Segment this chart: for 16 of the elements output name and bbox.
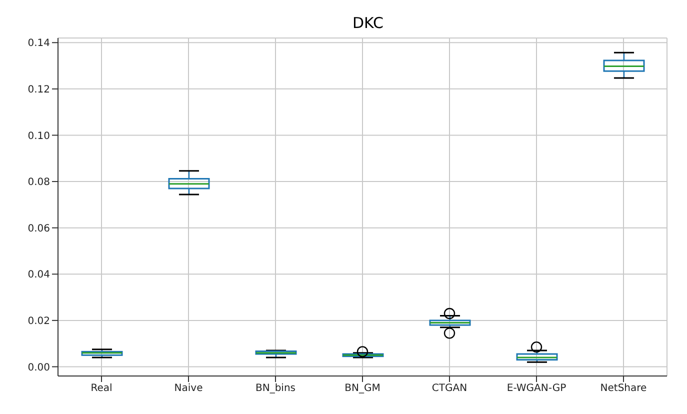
x-tick-label: Real xyxy=(90,383,112,394)
x-tick-label: CTGAN xyxy=(432,383,468,394)
x-tick-label: NetShare xyxy=(600,383,647,394)
x-tick-label: E-WGAN-GP xyxy=(506,383,566,394)
y-tick-label: 0.14 xyxy=(28,38,50,50)
chart-title: DKC xyxy=(352,14,384,32)
y-tick-label: 0.04 xyxy=(28,270,50,281)
y-tick-label: 0.06 xyxy=(28,223,50,234)
y-tick-label: 0.00 xyxy=(28,362,50,374)
y-tick-label: 0.02 xyxy=(28,316,50,327)
x-tick-label: Naive xyxy=(174,383,203,394)
x-tick-label: BN_bins xyxy=(255,383,296,394)
x-tick-label: BN_GM xyxy=(344,383,380,394)
y-tick-label: 0.10 xyxy=(28,130,50,142)
y-tick-label: 0.08 xyxy=(28,177,50,188)
y-tick-label: 0.12 xyxy=(28,84,50,96)
